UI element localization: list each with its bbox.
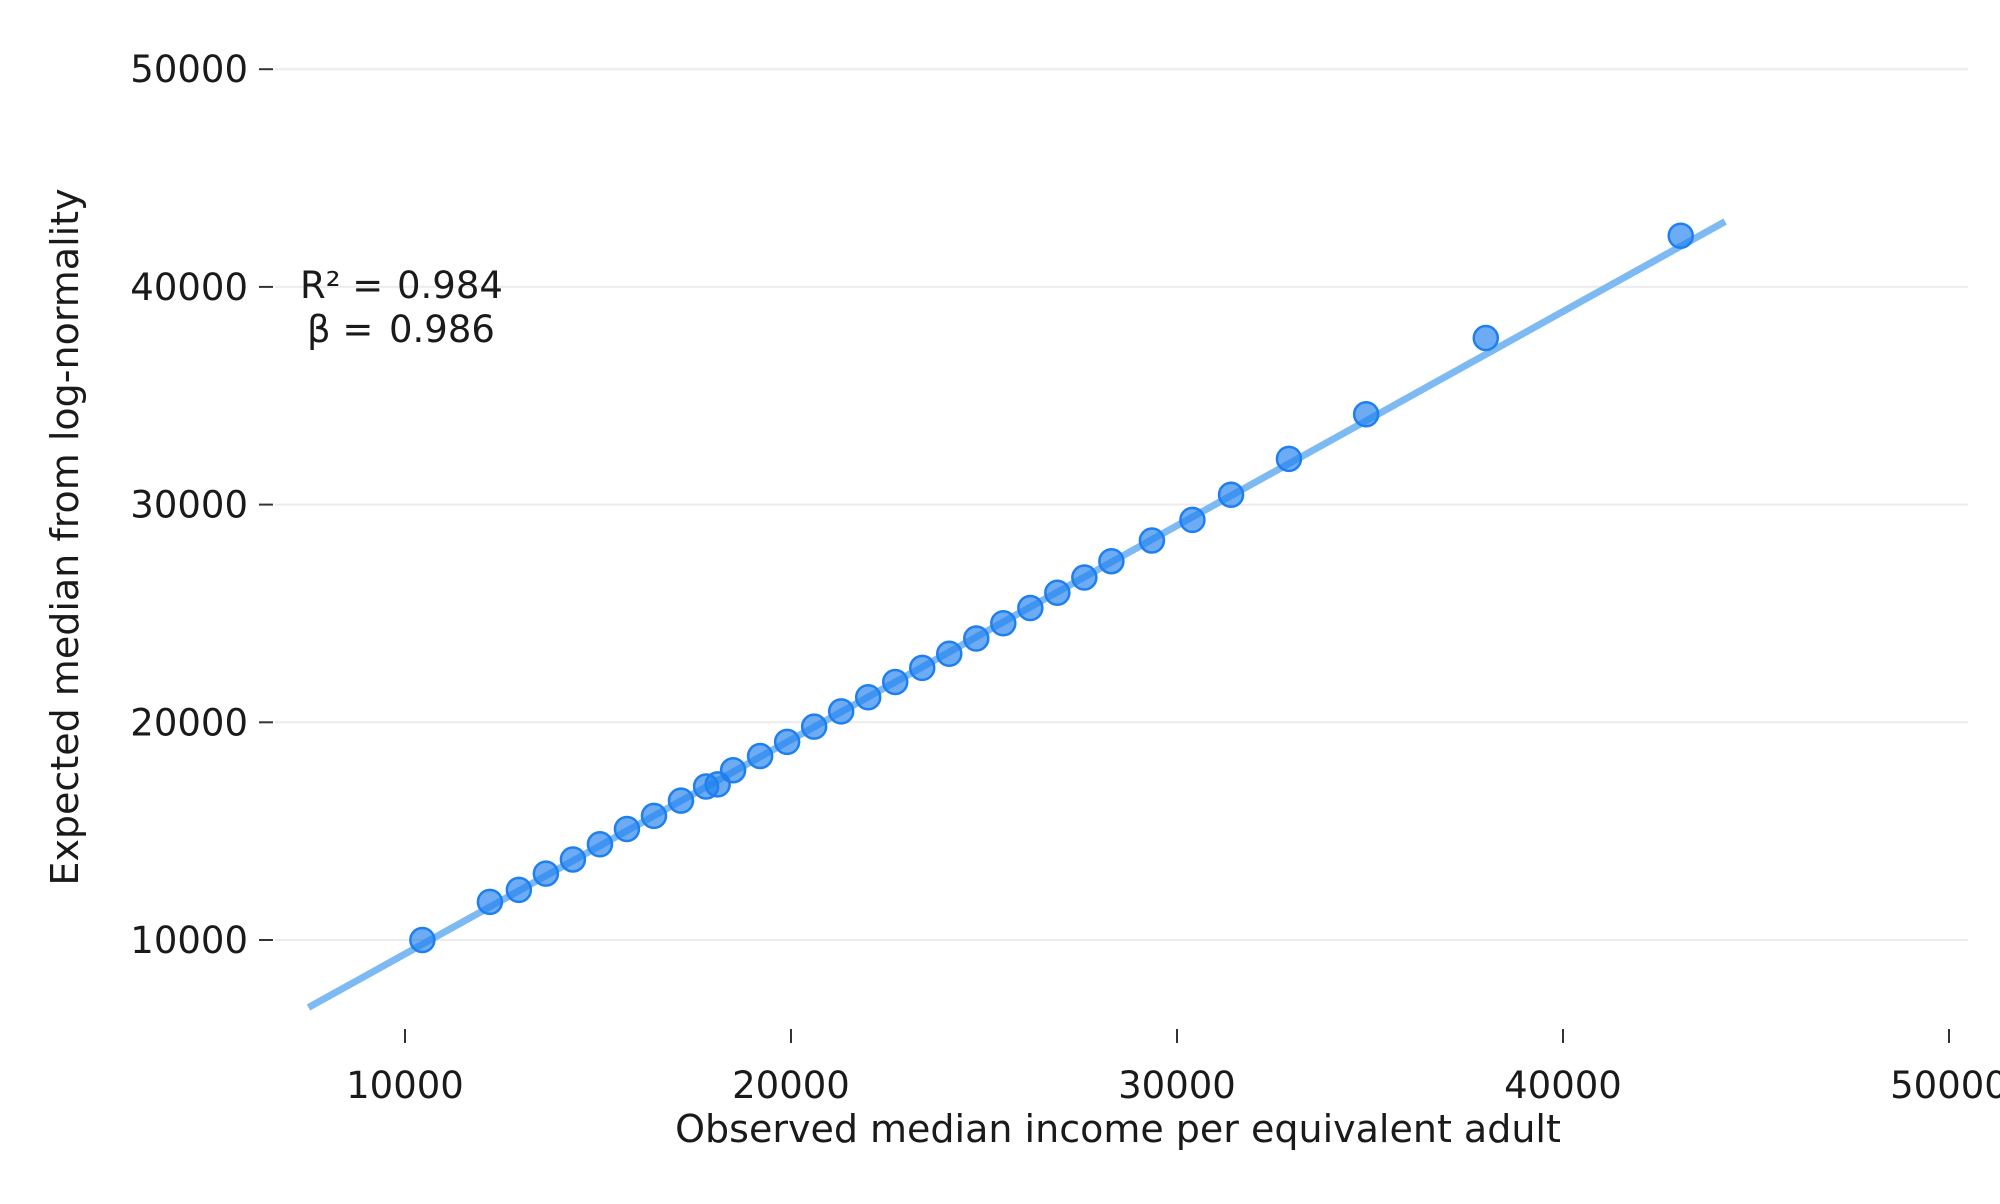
x-axis: 10000 20000 30000 40000 50000 bbox=[346, 1029, 2000, 1107]
data-point-7 bbox=[640, 802, 668, 830]
y-axis-title: Expected median from log-normality bbox=[43, 188, 87, 885]
data-point-11 bbox=[719, 756, 747, 784]
data-point-21 bbox=[990, 609, 1017, 637]
data-point-30 bbox=[1352, 401, 1380, 428]
grid-layer bbox=[275, 68, 1968, 941]
r2-value: 0.984 bbox=[397, 264, 503, 307]
data-point-3 bbox=[532, 860, 560, 887]
x-tick-label-20000: 20000 bbox=[732, 1064, 850, 1107]
y-tick-label-40000: 40000 bbox=[130, 266, 248, 309]
data-point-27 bbox=[1179, 506, 1206, 534]
data-point-1 bbox=[476, 888, 504, 916]
x-tick-label-30000: 30000 bbox=[1118, 1064, 1236, 1107]
x-axis-title: Observed median income per equivalent ad… bbox=[675, 1107, 1561, 1151]
y-axis: 10000 20000 30000 40000 50000 bbox=[130, 48, 273, 962]
x-tick-label-40000: 40000 bbox=[1504, 1064, 1622, 1107]
data-point-24 bbox=[1071, 564, 1098, 591]
data-point-29 bbox=[1275, 445, 1303, 473]
data-point-23 bbox=[1044, 579, 1071, 607]
x-tick-label-10000: 10000 bbox=[346, 1064, 464, 1107]
data-point-8 bbox=[667, 787, 695, 814]
beta-value: 0.986 bbox=[389, 308, 495, 351]
y-tick-label-30000: 30000 bbox=[130, 484, 248, 527]
data-point-0 bbox=[409, 926, 436, 954]
y-tick-label-20000: 20000 bbox=[130, 701, 248, 744]
beta-label: β = bbox=[307, 308, 373, 351]
data-point-14 bbox=[800, 713, 828, 740]
data-point-31 bbox=[1472, 324, 1500, 352]
data-point-17 bbox=[881, 668, 909, 696]
data-point-5 bbox=[586, 830, 614, 858]
data-point-26 bbox=[1138, 527, 1166, 554]
data-point-16 bbox=[854, 684, 882, 711]
data-point-6 bbox=[613, 815, 641, 843]
points-layer bbox=[409, 222, 1694, 954]
data-point-2 bbox=[505, 876, 533, 904]
x-tick-label-50000: 50000 bbox=[1890, 1064, 2000, 1107]
data-point-18 bbox=[908, 654, 936, 682]
y-tick-label-50000: 50000 bbox=[130, 48, 248, 91]
r2-label: R² = bbox=[300, 264, 383, 307]
data-point-13 bbox=[773, 728, 801, 756]
data-point-12 bbox=[746, 742, 774, 770]
data-point-22 bbox=[1017, 594, 1044, 622]
data-point-19 bbox=[936, 640, 963, 667]
data-point-20 bbox=[963, 625, 990, 652]
data-point-32 bbox=[1667, 222, 1694, 249]
y-tick-label-10000: 10000 bbox=[130, 919, 248, 962]
data-point-28 bbox=[1217, 481, 1245, 509]
data-point-25 bbox=[1098, 547, 1125, 575]
data-point-15 bbox=[827, 698, 855, 725]
fit-stats-annotation: R² = 0.984 β = 0.986 bbox=[300, 264, 503, 351]
data-point-4 bbox=[559, 846, 587, 873]
